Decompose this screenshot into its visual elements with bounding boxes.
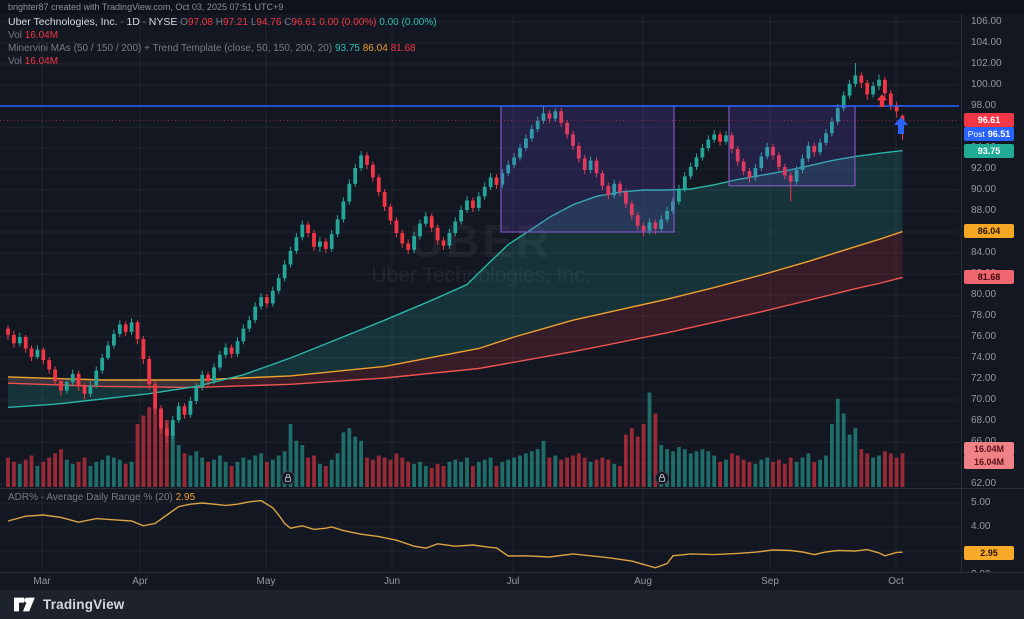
adr-value: 2.95 [175,492,196,503]
adr-legend-row[interactable]: ADR% - Average Daily Range % (20) 2.95 [8,492,195,503]
pane-separator [962,488,1024,489]
lock-event-icon[interactable] [281,471,295,485]
chart-markers [281,94,908,485]
moving-averages[interactable] [7,149,903,409]
price-tick: 98.00 [971,100,997,111]
axis-badge: 16.04M [964,442,1014,456]
ma-150-line [7,230,903,381]
month-label: Aug [634,576,652,587]
adr-label: ADR% - Average Daily Range % (20) [8,492,173,503]
ma-50-line [7,149,903,409]
legend-panel: Uber Technologies, Inc. - 1D - NYSE O97.… [8,16,437,68]
adr-tick: 4.00 [971,521,991,532]
ma150-value: 86.04 [362,43,388,54]
axis-badge: 2.95 [964,546,1014,560]
axis-badge: Post 96.51 [964,127,1014,141]
price-tick: 104.00 [971,37,1002,48]
red-arrow-up-marker [876,94,888,107]
attribution-text: brighter87 created with TradingView.com,… [8,2,284,12]
adr-line[interactable] [7,499,903,569]
axis-badge: 96.61 [964,113,1014,127]
attribution-bar: brighter87 created with TradingView.com,… [0,0,1024,14]
price-tick: 100.00 [971,79,1002,90]
volume-legend-row[interactable]: Vol 16.04M [8,29,437,42]
lock-event-icon[interactable] [655,471,669,485]
ma-200-line [7,276,903,389]
axis-badge: 81.68 [964,270,1014,284]
price-tick: 62.00 [971,478,997,489]
symbol-title[interactable]: Uber Technologies, Inc. [8,16,118,28]
price-tick: 74.00 [971,352,997,363]
price-tick: 70.00 [971,394,997,405]
price-axis[interactable]: 106.00104.00102.00100.0098.0096.0094.009… [961,14,1024,572]
ma200-value: 81.68 [390,43,416,54]
price-box [500,105,675,233]
adr-tick: 5.00 [971,497,991,508]
month-label: Apr [132,576,148,587]
price-tick: 80.00 [971,289,997,300]
month-label: Jun [383,576,401,587]
month-label: Mar [33,576,51,587]
vol-label: Vol [8,30,22,41]
time-axis[interactable]: Mar Apr May Jun Jul Aug Sep Oct [0,572,1024,590]
price-tick: 78.00 [971,310,997,321]
price-box [728,105,856,187]
price-tick: 90.00 [971,184,997,195]
price-tick: 106.00 [971,16,1002,27]
axis-badge: 86.04 [964,224,1014,238]
symbol-legend-row[interactable]: Uber Technologies, Inc. - 1D - NYSE O97.… [8,16,437,28]
volume-series[interactable] [6,392,905,488]
low-value: 94.76 [256,17,282,28]
price-tick: 84.00 [971,247,997,258]
price-tick: 68.00 [971,415,997,426]
axis-badge: 93.75 [964,144,1014,158]
interval-label[interactable]: 1D [126,16,140,28]
drawing-rectangles[interactable] [500,105,856,233]
tradingview-brand-link[interactable]: TradingView [43,597,125,612]
price-tick: 102.00 [971,58,1002,69]
month-label: Sep [761,576,779,587]
high-value: 97.21 [223,17,249,28]
month-label: Oct [888,576,904,587]
symbol-watermark: UBER Uber Technologies, Inc. [0,214,962,288]
post-market-label: Post [967,129,985,139]
watermark-name: Uber Technologies, Inc. [0,264,962,288]
tradingview-logo-icon[interactable] [14,597,35,612]
price-tick: 72.00 [971,373,997,384]
vol2-label: Vol [8,56,22,67]
month-label: Jul [506,576,520,587]
vol2-value: 16.04M [24,56,59,67]
price-tick: 92.00 [971,163,997,174]
month-label: May [256,576,276,587]
exchange-label: NYSE [148,16,178,28]
bottom-toolbar: TradingView [0,590,1024,619]
chart-canvas[interactable] [0,0,962,590]
price-tick: 76.00 [971,331,997,342]
indicator-name[interactable]: Minervini MAs (50 / 150 / 200) + Trend T… [8,43,333,54]
indicator-legend-row[interactable]: Minervini MAs (50 / 150 / 200) + Trend T… [8,42,437,55]
change-value-2: 0.00 (0.00%) [379,17,437,28]
open-value: 97.08 [187,17,213,28]
ma50-value: 93.75 [334,43,360,54]
candlestick-series[interactable] [6,62,905,444]
axis-badge: 16.04M [964,455,1014,469]
price-tick: 88.00 [971,205,997,216]
change-value: 0.00 (0.00%) [319,17,377,28]
volume-legend-row-2[interactable]: Vol 16.04M [8,55,437,68]
adr-tick: 2.00 [971,569,990,572]
vol-value: 16.04M [24,30,59,41]
close-value: 96.61 [291,17,317,28]
price-tick: 66.00 [971,436,996,447]
blue-arrow-up-marker [894,117,908,134]
